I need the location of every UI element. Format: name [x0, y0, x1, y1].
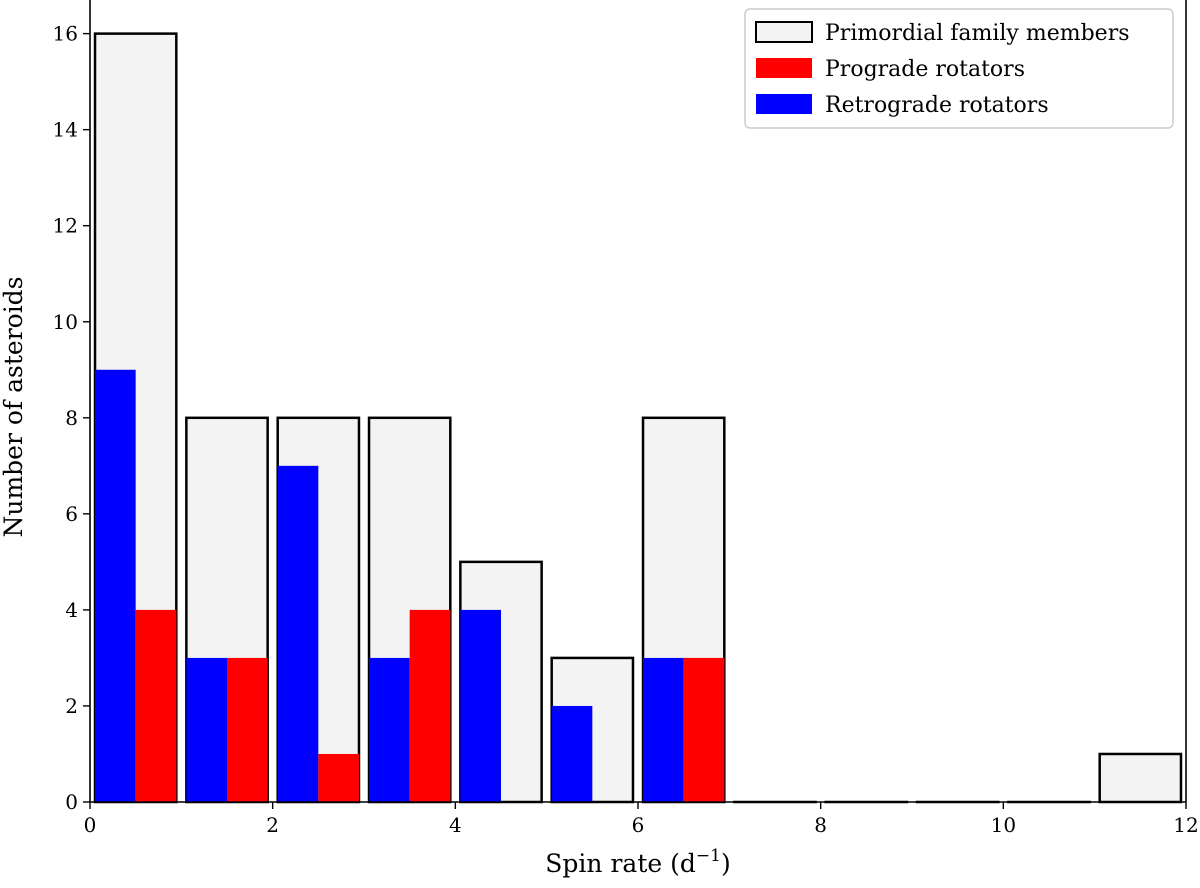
legend: Primordial family members Prograde rotato…: [744, 8, 1174, 129]
x-tick-label-0: 0: [84, 813, 97, 837]
y-tick-label-7: 14: [53, 118, 78, 142]
y-tick-label-2: 4: [65, 598, 78, 622]
bar-primordial-11: [1098, 752, 1183, 804]
y-tick-label-8: 16: [53, 22, 78, 46]
bar-prograde-1: [227, 657, 268, 802]
y-axis-label: Number of asteroids: [0, 276, 28, 537]
y-tick-label-5: 10: [53, 310, 78, 334]
x-tick-label-3: 6: [632, 813, 645, 837]
legend-swatch-primordial: [755, 21, 813, 43]
legend-label-retrograde: Retrograde rotators: [825, 93, 1049, 118]
legend-swatch-retrograde: [756, 94, 812, 114]
bar-retrograde-1: [186, 657, 227, 802]
x-tick-label-5: 10: [991, 813, 1016, 837]
y-tick-label-3: 6: [65, 502, 78, 526]
y-tick-label-0: 0: [65, 790, 78, 814]
bar-prograde-6: [683, 657, 725, 802]
y-tick-label-6: 12: [53, 214, 78, 238]
bar-prograde-2: [318, 753, 359, 802]
bar-prograde-3: [409, 609, 451, 802]
y-tick-label-4: 8: [65, 406, 78, 430]
x-tick-label-6: 12: [1173, 813, 1198, 837]
x-tick-label-1: 2: [266, 813, 279, 837]
y-tick-label-1: 2: [65, 694, 78, 718]
bar-prograde-0: [135, 609, 177, 802]
bar-retrograde-6: [643, 657, 684, 802]
x-axis-label-main: Spin rate (d: [545, 849, 696, 878]
bar-retrograde-4: [460, 609, 501, 802]
legend-label-prograde: Prograde rotators: [825, 57, 1025, 82]
x-axis-label-close: ): [721, 849, 731, 878]
x-tick-label-2: 4: [449, 813, 462, 837]
bar-retrograde-0: [95, 369, 136, 802]
legend-swatch-prograde: [756, 58, 812, 78]
legend-frame: [744, 8, 1174, 129]
bar-retrograde-5: [551, 705, 593, 802]
legend-label-primordial: Primordial family members: [825, 21, 1130, 46]
bar-retrograde-2: [277, 465, 319, 802]
axis-labels: Spin rate (d−1) Number of asteroids: [0, 276, 731, 878]
x-axis-label: Spin rate (d−1): [545, 846, 730, 878]
axes-layer: 0 2 4 6 8 10 12 0 2 4 6 8 10 12 14 16: [53, 0, 1199, 837]
x-axis-label-sup: −1: [696, 846, 721, 866]
bars-layer: [93, 32, 1183, 804]
bar-retrograde-3: [369, 657, 410, 802]
x-tick-label-4: 8: [814, 813, 827, 837]
